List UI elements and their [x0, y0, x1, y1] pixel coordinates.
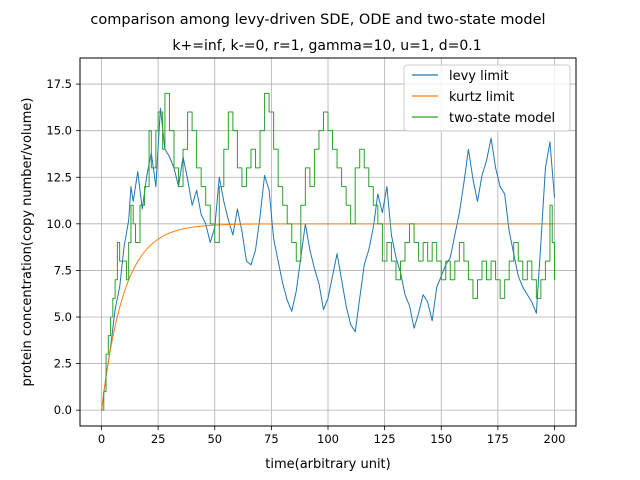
- x-tick-label: 125: [374, 432, 396, 446]
- y-axis-label: protein concentration(copy number/volume…: [20, 98, 35, 387]
- y-tick-label: 7.5: [54, 263, 72, 277]
- x-tick-label: 175: [487, 432, 509, 446]
- legend-label-levy: levy limit: [449, 69, 509, 84]
- legend-label-two-state: two-state model: [449, 111, 555, 126]
- y-tick-label: 2.5: [54, 357, 72, 371]
- x-tick-label: 75: [264, 432, 279, 446]
- x-tick-label: 150: [430, 432, 452, 446]
- y-tick-label: 12.5: [46, 170, 72, 184]
- x-tick-label: 25: [151, 432, 166, 446]
- axis-ticks: 0 25 50 75 100 125 150 175 200 0.0 2.5 5.0 7.5 10.0 12…: [46, 77, 565, 446]
- kurtz-limit-line: [101, 223, 555, 411]
- y-tick-label: 15.0: [46, 124, 72, 138]
- plot-area-frame: [79, 57, 577, 427]
- x-tick-label: 200: [544, 432, 566, 446]
- y-tick-label: 10.0: [46, 217, 72, 231]
- legend-box: [403, 64, 571, 132]
- chart-title: k+=inf, k-=0, r=1, gamma=10, u=1, d=0.1: [172, 38, 481, 54]
- y-tick-label: 5.0: [54, 310, 72, 324]
- x-axis-label: time(arbitrary unit): [265, 457, 390, 472]
- two-state-model-line: [101, 92, 555, 411]
- legend: levy limit kurtz limit two-state model: [403, 64, 571, 132]
- plot-series: [101, 92, 555, 411]
- y-tick-label: 17.5: [46, 77, 72, 91]
- x-tick-label: 0: [98, 432, 105, 446]
- x-tick-label: 50: [207, 432, 222, 446]
- figure-suptitle: comparison among levy-driven SDE, ODE an…: [90, 12, 545, 28]
- y-tick-label: 0.0: [54, 403, 72, 417]
- levy-limit-line: [101, 107, 555, 411]
- x-tick-label: 100: [317, 432, 339, 446]
- legend-label-kurtz: kurtz limit: [449, 90, 514, 105]
